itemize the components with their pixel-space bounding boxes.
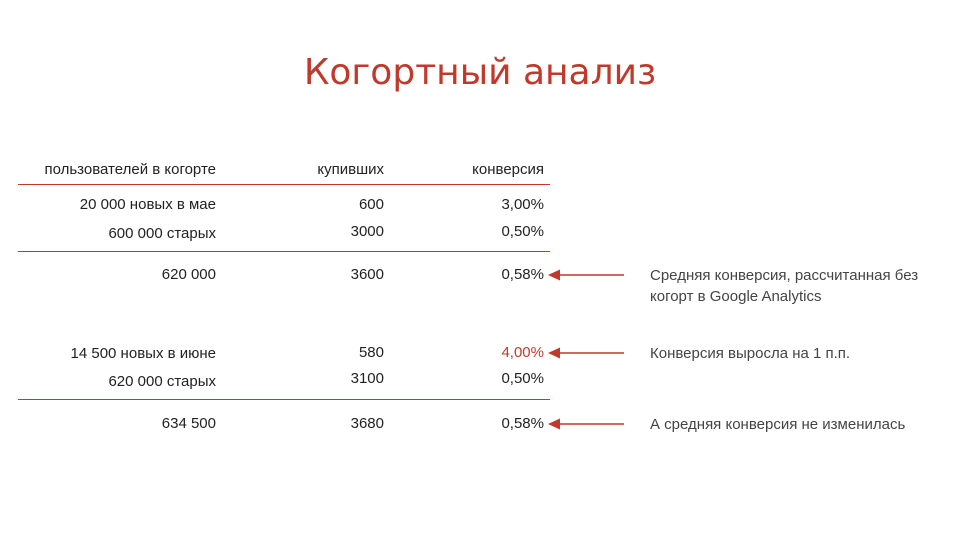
arrow-left-icon bbox=[548, 347, 624, 359]
block2-total-users: 634 500 bbox=[161, 415, 216, 432]
block1-total-bought: 3600 bbox=[350, 266, 384, 283]
block2-old-conversion: 0,50% bbox=[501, 370, 544, 387]
block1-divider bbox=[18, 251, 550, 252]
header-users: пользователей в когорте bbox=[44, 161, 216, 178]
block2-old-users: 620 000 старых bbox=[108, 373, 216, 390]
block2-new-users: 14 500 новых в июне bbox=[70, 345, 216, 362]
header-conversion: конверсия bbox=[472, 161, 544, 178]
page-title: Когортный анализ bbox=[303, 52, 657, 93]
block2-total-conversion: 0,58% bbox=[501, 415, 544, 432]
block1-new-users: 20 000 новых в мае bbox=[79, 196, 216, 213]
block2-new-bought: 580 bbox=[358, 344, 384, 361]
block1-new-bought: 600 bbox=[358, 196, 384, 213]
block1-old-users: 600 000 старых bbox=[108, 225, 216, 242]
header-divider bbox=[18, 184, 550, 185]
block1-total-users: 620 000 bbox=[161, 266, 216, 283]
note-average-conversion: Средняя конверсия, рассчитанная без кого… bbox=[650, 267, 919, 305]
note-conversion-grew: Конверсия выросла на 1 п.п. bbox=[650, 345, 851, 362]
arrow-left-icon bbox=[548, 418, 624, 430]
block2-new-conversion: 4,00% bbox=[501, 344, 544, 361]
block2-divider bbox=[18, 399, 550, 400]
block1-total-conversion: 0,58% bbox=[501, 266, 544, 283]
block1-old-bought: 3000 bbox=[350, 223, 384, 240]
block2-total-bought: 3680 bbox=[350, 415, 384, 432]
note-average-unchanged: А средняя конверсия не изменилась bbox=[650, 416, 906, 433]
block1-old-conversion: 0,50% bbox=[501, 223, 544, 240]
arrow-left-icon bbox=[548, 269, 624, 281]
block2-old-bought: 3100 bbox=[350, 370, 384, 387]
header-bought: купивших bbox=[317, 161, 384, 178]
block1-new-conversion: 3,00% bbox=[501, 196, 544, 213]
